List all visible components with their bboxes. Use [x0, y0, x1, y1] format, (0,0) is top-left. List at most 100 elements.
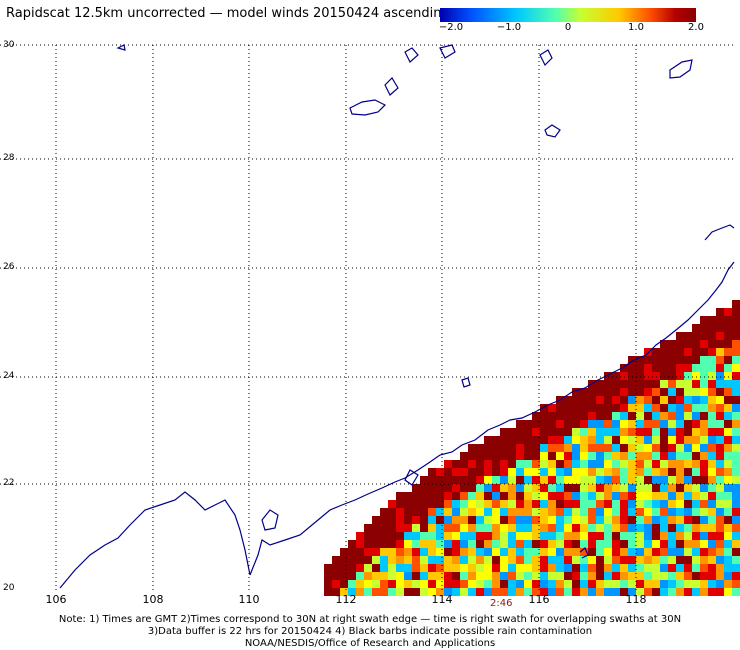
wind-cell — [500, 500, 508, 508]
wind-cell — [628, 580, 636, 588]
wind-cell — [620, 548, 628, 556]
wind-cell — [364, 524, 372, 532]
wind-cell — [644, 572, 652, 580]
wind-cell — [676, 508, 684, 516]
wind-cell — [668, 524, 676, 532]
wind-cell — [572, 396, 580, 404]
wind-cell — [372, 580, 380, 588]
wind-cell — [636, 436, 644, 444]
wind-cell — [580, 572, 588, 580]
wind-cell — [700, 428, 708, 436]
wind-cell — [412, 500, 420, 508]
wind-cell — [604, 388, 612, 396]
wind-cell — [524, 580, 532, 588]
wind-cell — [332, 572, 340, 580]
wind-cell — [460, 460, 468, 468]
wind-cell — [340, 588, 348, 596]
wind-cell — [660, 508, 668, 516]
wind-cell — [708, 588, 716, 596]
wind-cell — [564, 452, 572, 460]
wind-cell — [564, 476, 572, 484]
wind-cell — [508, 484, 516, 492]
wind-cell — [452, 484, 460, 492]
wind-cell — [428, 508, 436, 516]
wind-cell — [420, 532, 428, 540]
wind-cell — [540, 452, 548, 460]
wind-cell — [660, 420, 668, 428]
wind-cell — [428, 588, 436, 596]
wind-cell — [356, 564, 364, 572]
wind-cell — [588, 436, 596, 444]
wind-cell — [692, 564, 700, 572]
wind-cell — [556, 540, 564, 548]
wind-cell — [620, 396, 628, 404]
wind-cell — [684, 492, 692, 500]
wind-cell — [508, 508, 516, 516]
wind-cell — [724, 508, 732, 516]
wind-cell — [732, 468, 740, 476]
wind-cell — [548, 476, 556, 484]
wind-cell — [612, 388, 620, 396]
wind-cell — [444, 588, 452, 596]
wind-cell — [652, 404, 660, 412]
wind-cell — [516, 508, 524, 516]
wind-cell — [468, 524, 476, 532]
wind-cell — [660, 532, 668, 540]
wind-cell — [532, 492, 540, 500]
wind-cell — [644, 540, 652, 548]
wind-cell — [692, 436, 700, 444]
lon-label: 116 — [528, 593, 550, 606]
wind-cell — [676, 372, 684, 380]
wind-cell — [620, 508, 628, 516]
wind-cell — [508, 436, 516, 444]
wind-cell — [668, 540, 676, 548]
wind-cell — [420, 540, 428, 548]
wind-cell — [564, 468, 572, 476]
wind-cell — [436, 564, 444, 572]
wind-cell — [700, 332, 708, 340]
wind-cell — [452, 572, 460, 580]
wind-cell — [724, 348, 732, 356]
wind-cell — [604, 372, 612, 380]
wind-cell — [668, 556, 676, 564]
wind-cell — [444, 468, 452, 476]
wind-cell — [580, 516, 588, 524]
wind-cell — [516, 572, 524, 580]
wind-cell — [572, 444, 580, 452]
wind-cell — [540, 428, 548, 436]
wind-cell — [420, 476, 428, 484]
wind-cell — [692, 540, 700, 548]
wind-cell — [732, 452, 740, 460]
wind-cell — [572, 388, 580, 396]
wind-cell — [732, 364, 740, 372]
wind-cell — [500, 588, 508, 596]
wind-cell — [700, 388, 708, 396]
wind-cell — [644, 500, 652, 508]
wind-cell — [700, 524, 708, 532]
wind-cell — [412, 556, 420, 564]
wind-cell — [516, 564, 524, 572]
wind-cell — [676, 420, 684, 428]
wind-cell — [524, 436, 532, 444]
wind-cell — [660, 476, 668, 484]
wind-cell — [492, 484, 500, 492]
wind-cell — [596, 412, 604, 420]
wind-cell — [580, 460, 588, 468]
wind-cell — [412, 524, 420, 532]
wind-cell — [708, 564, 716, 572]
wind-cell — [692, 412, 700, 420]
wind-cell — [732, 564, 740, 572]
wind-cell — [612, 556, 620, 564]
wind-cell — [532, 588, 540, 596]
wind-cell — [684, 372, 692, 380]
wind-cell — [692, 508, 700, 516]
wind-cell — [588, 524, 596, 532]
wind-cell — [644, 588, 652, 596]
wind-cell — [652, 412, 660, 420]
wind-cell — [548, 548, 556, 556]
wind-cell — [428, 564, 436, 572]
wind-cell — [644, 444, 652, 452]
wind-cell — [636, 372, 644, 380]
wind-cell — [692, 348, 700, 356]
wind-cell — [732, 500, 740, 508]
